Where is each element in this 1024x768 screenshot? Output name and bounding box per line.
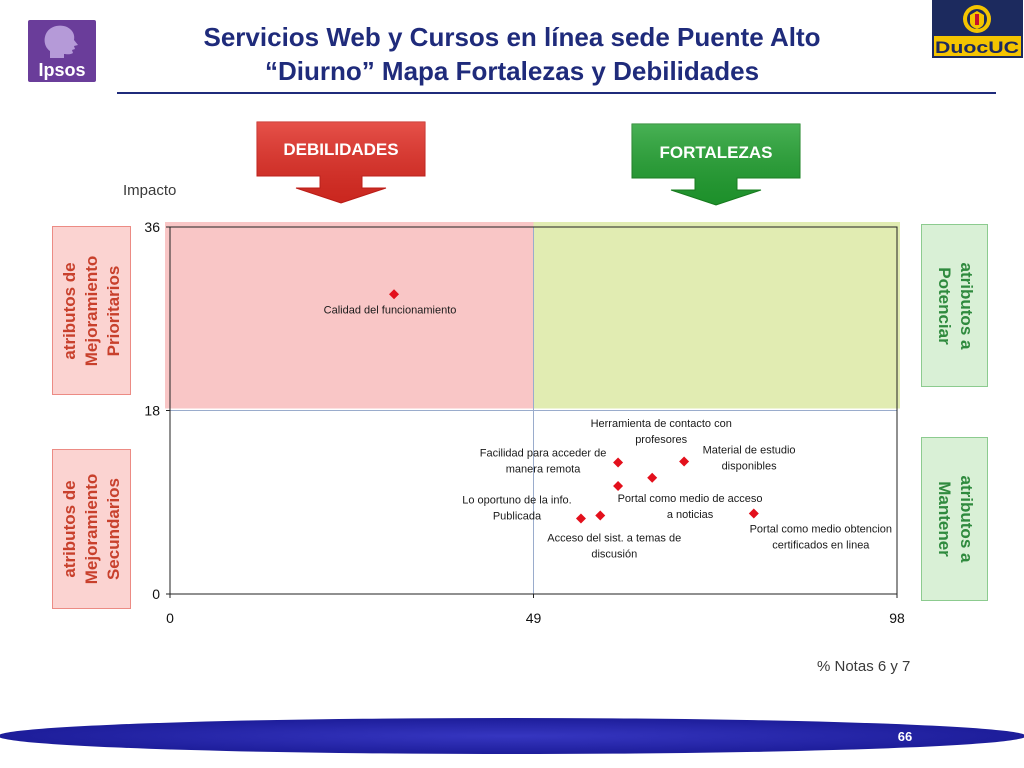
debilidades-callout: DEBILIDADES <box>256 121 426 204</box>
data-point-label-line: discusión <box>591 549 637 561</box>
side-label-text: atributos a Potenciar <box>933 262 977 349</box>
data-point-label-line: Publicada <box>493 511 542 523</box>
quadrant-fortalezas <box>533 222 900 409</box>
slide-title-line-2: “Diurno” Mapa Fortalezas y Debilidades <box>264 56 760 86</box>
side-label-mejoramiento-secundarios: atributos de Mejoramiento Secundarios <box>52 449 131 609</box>
data-point-label: Portal como medio obtencion certificados … <box>750 523 892 551</box>
side-label-line: atributos a <box>956 475 976 563</box>
data-point-marker <box>595 510 606 521</box>
data-point-marker <box>389 289 400 300</box>
side-label-line: atributos a <box>956 262 976 349</box>
data-point-marker <box>748 508 759 519</box>
side-label-text: atributos de Mejoramiento Secundarios <box>59 474 125 585</box>
debilidades-label: DEBILIDADES <box>283 140 398 159</box>
quadrant-scatter-chart: 0 18 36 0 49 98 Calidad del funcionamiento Faci… <box>144 219 905 626</box>
data-point-label: Herramienta de contacto con profesores <box>591 418 732 446</box>
data-point-label-line: Herramienta de contacto con <box>591 418 732 430</box>
data-point-label: Calidad del funcionamiento <box>324 304 457 316</box>
footer-band <box>0 718 1024 754</box>
side-label-mejoramiento-prioritarios: atributos de Mejoramiento Prioritarios <box>52 226 131 395</box>
ipsos-logo-text: Ipsos <box>38 60 85 80</box>
side-label-line: Mantener <box>934 481 954 557</box>
side-label-line: Potenciar <box>934 266 954 345</box>
data-point-marker <box>679 456 690 467</box>
data-point-label-line: Portal como medio de acceso <box>618 493 763 505</box>
face-profile-icon <box>44 25 78 59</box>
data-point-label-line: certificados en linea <box>772 539 870 551</box>
footer-highlight <box>0 718 1024 754</box>
y-tick-label: 0 <box>152 586 160 602</box>
side-label-text: atributos de Mejoramiento Prioritarios <box>59 255 125 366</box>
data-point-label: Portal como medio de acceso a noticias <box>618 493 763 521</box>
y-tick-label: 18 <box>144 403 160 419</box>
y-tick-label: 36 <box>144 219 160 235</box>
data-point-label: Lo oportuno de la info. Publicada <box>462 495 571 523</box>
side-label-line: Secundarios <box>103 477 123 581</box>
title-divider <box>117 92 996 94</box>
data-point-label: Facilidad para acceder de manera remota <box>480 447 607 475</box>
duoc-logo-text: DuocUC <box>935 38 1019 57</box>
data-point-marker <box>575 513 586 524</box>
duoc-uc-logo: DuocUC <box>932 0 1023 58</box>
data-point-label-line: Portal como medio obtencion <box>750 523 892 535</box>
data-point-label-line: Acceso del sist. a temas de <box>547 533 681 545</box>
crest-cross-icon <box>975 14 979 25</box>
data-point-label: Material de estudio disponibles <box>703 444 796 472</box>
data-point-label-line: a noticias <box>667 509 714 521</box>
fortalezas-callout: FORTALEZAS <box>631 123 801 206</box>
slide-title-line-1: Servicios Web y Cursos en línea sede Pue… <box>203 22 821 52</box>
x-tick-label: 49 <box>526 610 542 626</box>
data-point-marker <box>613 457 624 468</box>
y-axis-label: Impacto <box>123 182 177 199</box>
data-point-label-line: disponibles <box>722 460 778 472</box>
fortalezas-arrow-shading <box>632 124 800 205</box>
side-label-mantener: atributos a Mantener <box>921 437 988 601</box>
data-point-label-line: profesores <box>635 434 687 446</box>
side-label-line: Prioritarios <box>103 265 123 356</box>
data-point-marker <box>647 472 658 483</box>
data-point-label: Acceso del sist. a temas de discusión <box>547 533 681 561</box>
x-tick-label: 98 <box>889 610 905 626</box>
x-axis-label: % Notas 6 y 7 <box>817 658 911 675</box>
data-point-label-line: manera remota <box>506 463 581 475</box>
ipsos-logo: Ipsos <box>28 20 96 82</box>
side-label-line: Mejoramiento <box>81 473 101 585</box>
side-label-line: Mejoramiento <box>81 255 101 366</box>
page-number: 66 <box>897 729 913 744</box>
quadrant-debilidades <box>165 222 534 409</box>
side-label-line: atributos de <box>59 480 79 578</box>
debilidades-arrow-shading <box>257 122 425 203</box>
data-point-label-line: Calidad del funcionamiento <box>324 304 457 316</box>
fortalezas-label: FORTALEZAS <box>659 143 772 162</box>
side-label-potenciar: atributos a Potenciar <box>921 224 988 387</box>
data-point-label-line: Facilidad para acceder de <box>480 447 607 459</box>
side-label-line: atributos de <box>59 261 79 360</box>
slide-title: Servicios Web y Cursos en línea sede Pue… <box>0 20 1024 88</box>
data-point-label-line: Lo oportuno de la info. <box>462 495 571 507</box>
side-label-text: atributos a Mantener <box>933 476 977 563</box>
x-tick-label: 0 <box>166 610 174 626</box>
data-point-marker <box>613 480 624 491</box>
data-point-label-line: Material de estudio <box>703 444 796 456</box>
